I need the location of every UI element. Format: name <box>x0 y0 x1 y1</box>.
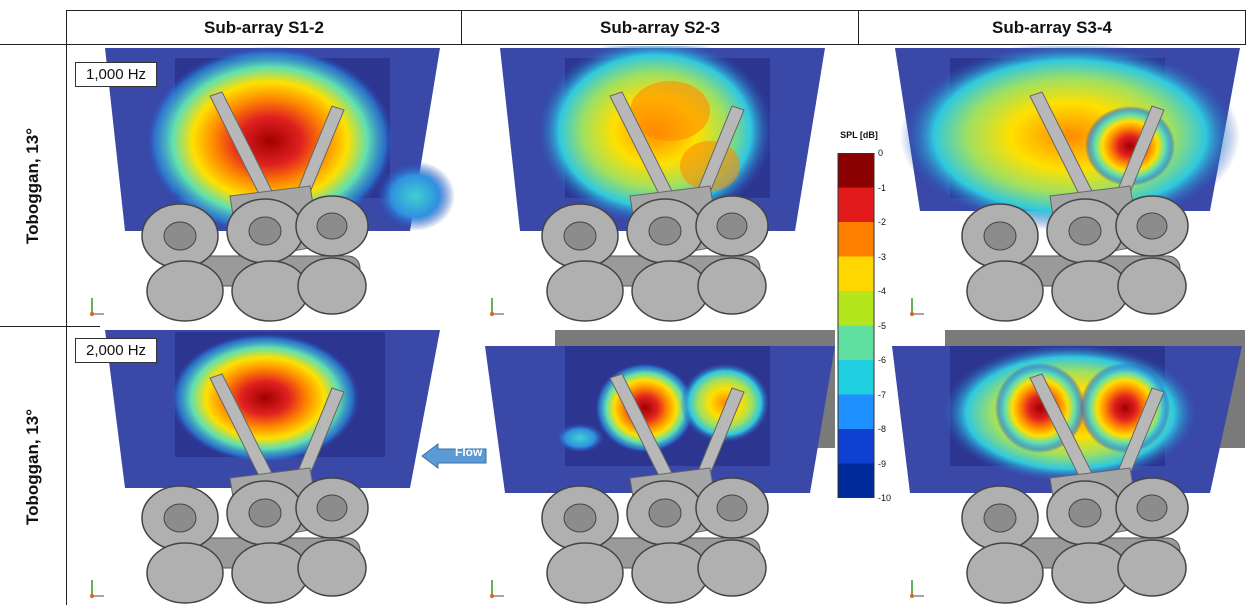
row-label-2-text: Toboggan, 13° <box>23 408 43 525</box>
row-label-1-text: Toboggan, 13° <box>23 127 43 245</box>
column-header-s3-4: Sub-array S3-4 <box>992 17 1112 37</box>
colorbar-band <box>838 153 874 188</box>
contour-panel-1000hz-s2-3 <box>470 46 855 326</box>
colorbar-band <box>838 291 874 326</box>
contour-map-svg <box>892 330 1245 604</box>
colorbar-band <box>838 256 874 291</box>
frequency-label-1000hz: 1,000 Hz <box>75 62 158 87</box>
colorbar-border <box>837 153 875 498</box>
colorbar-band <box>838 187 874 222</box>
colorbar-band <box>838 394 874 429</box>
header-divider-4 <box>1245 10 1246 45</box>
row-label-1: Toboggan, 13° <box>0 46 66 326</box>
contour-map-svg <box>485 330 835 604</box>
colorbar-tick-label: -4 <box>878 286 887 296</box>
colorbar-tick-label: -1 <box>878 182 887 193</box>
contour-panel-1000hz-s3-4 <box>890 46 1245 326</box>
frequency-label-2000hz: 2,000 Hz <box>75 338 158 363</box>
contour-panel-2000hz-s3-4 <box>890 328 1245 605</box>
header-divider-1 <box>66 10 67 45</box>
contour-map-svg <box>489 46 825 322</box>
contour-panel-2000hz-s1-2 <box>70 328 460 605</box>
contour-panel-2000hz-s2-3 <box>470 328 835 605</box>
colorbar-tick-label: 0 <box>878 148 884 158</box>
colorbar-tick-label: -7 <box>878 389 887 400</box>
colorbar-band <box>838 360 874 395</box>
left-column-divider <box>66 44 67 605</box>
header-divider-3 <box>858 10 859 45</box>
column-header-s1-2: Sub-array S1-2 <box>204 17 324 37</box>
colorbar <box>837 153 875 498</box>
colorbar-band <box>838 325 874 360</box>
flow-arrow-icon <box>421 443 487 469</box>
colorbar-band <box>838 429 874 464</box>
row-divider <box>0 326 100 327</box>
colorbar-tick-label: -5 <box>878 320 887 331</box>
colorbar-band <box>838 463 874 498</box>
row-label-2: Toboggan, 13° <box>0 328 66 605</box>
colorbar-tick-label: -3 <box>878 251 887 262</box>
colorbar-tick-label: -6 <box>878 355 887 365</box>
contour-map-svg <box>89 46 455 322</box>
colorbar-tick-label: -10 <box>878 493 892 503</box>
contour-map-svg <box>895 46 1240 322</box>
colorbar-tick-label: -8 <box>878 424 887 434</box>
contour-map-svg <box>89 330 440 604</box>
colorbar-band <box>838 222 874 257</box>
header-divider-2 <box>461 10 462 45</box>
colorbar-title: SPL [dB] <box>840 130 878 140</box>
flow-label: Flow <box>455 445 483 459</box>
colorbar-tick-label: -9 <box>878 458 887 469</box>
table-top-border <box>66 10 1246 11</box>
header-bottom-border <box>0 44 1246 45</box>
column-header-s2-3: Sub-array S2-3 <box>600 17 720 37</box>
contour-panel-1000hz-s1-2 <box>70 46 460 326</box>
colorbar-tick-label: -2 <box>878 217 887 227</box>
